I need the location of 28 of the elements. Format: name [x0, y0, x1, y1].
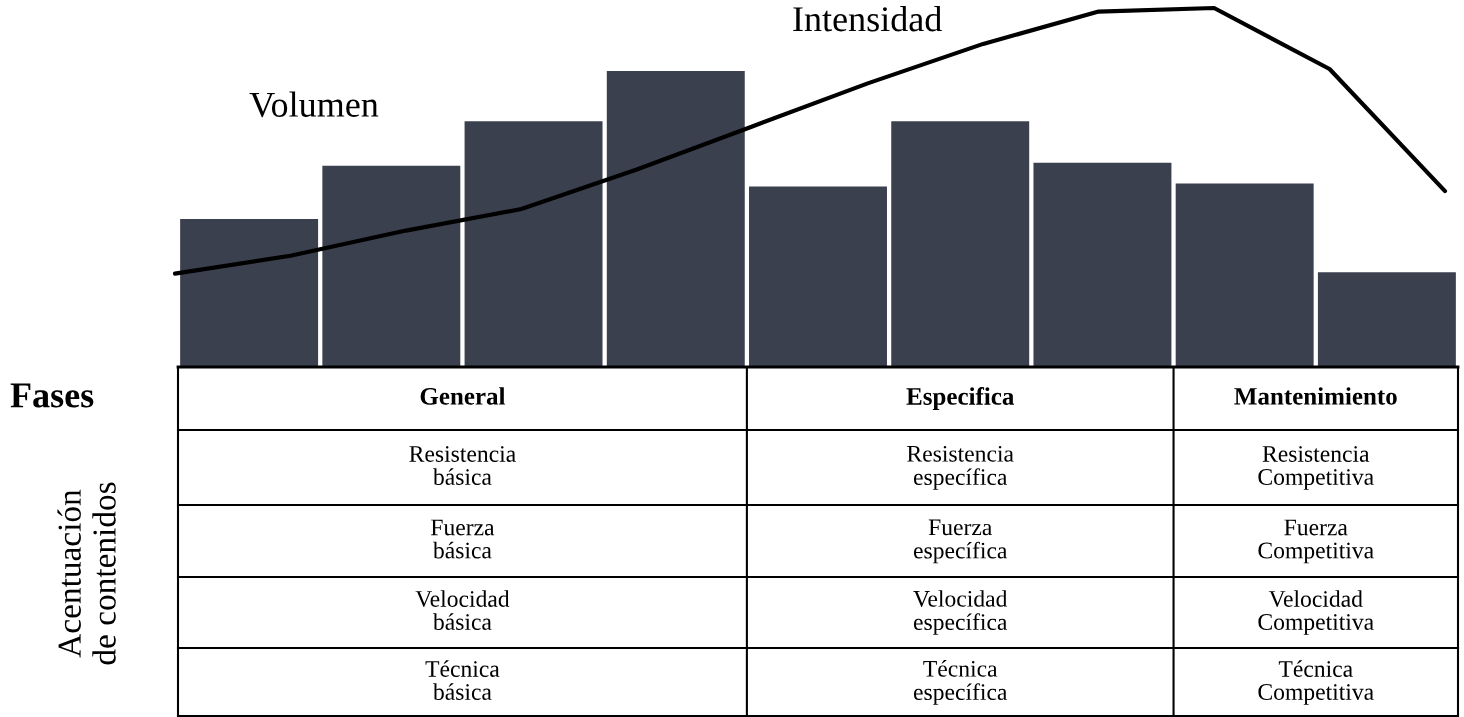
series-label: Intensidad — [793, 5, 942, 32]
text: General — [420, 387, 506, 405]
text: Mantenimiento — [1234, 387, 1397, 405]
text: Fuerza específica — [913, 519, 1008, 564]
bar — [180, 219, 319, 367]
text: Resistencia específica — [907, 445, 1014, 490]
text: Velocidad básica — [415, 590, 510, 630]
text: Fases — [10, 383, 94, 408]
text: Técnica básica — [425, 660, 500, 700]
bar — [1033, 162, 1172, 367]
bar — [606, 71, 745, 367]
text: Fuerza básica — [431, 519, 495, 559]
bar — [1317, 272, 1456, 367]
text: Técnica específica — [913, 660, 1008, 705]
text: Técnica Competitiva — [1258, 660, 1374, 705]
bar — [1175, 183, 1314, 367]
bar — [749, 186, 887, 367]
text: Resistencia básica — [409, 446, 516, 485]
text: Velocidad específica — [913, 590, 1008, 635]
bar — [464, 121, 603, 367]
bar — [322, 165, 461, 367]
text: Acentuación de contenidos — [57, 482, 116, 665]
text: Fuerza Competitiva — [1258, 519, 1374, 564]
text: Velocidad Competitiva — [1258, 590, 1374, 635]
text: Resistencia Competitiva — [1258, 446, 1374, 490]
text: Especifica — [906, 387, 1014, 410]
series-label: Volumen — [249, 91, 379, 118]
bar — [891, 121, 1030, 367]
